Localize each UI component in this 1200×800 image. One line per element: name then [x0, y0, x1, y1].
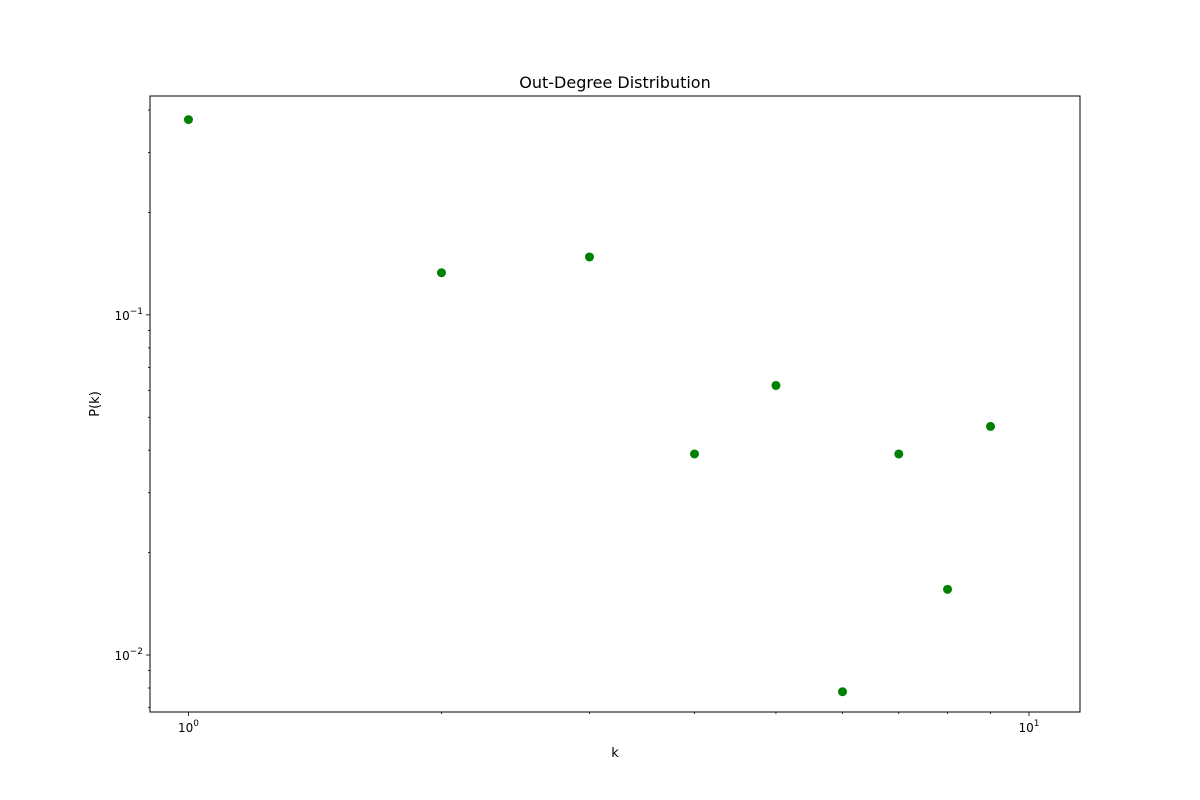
y-tick-label: 10−2 [114, 647, 143, 663]
y-tick-label: 10−1 [114, 307, 143, 323]
data-point [838, 687, 848, 697]
chart-title: Out-Degree Distribution [519, 73, 710, 92]
data-point [690, 449, 700, 459]
data-point [986, 421, 996, 431]
data-point [771, 380, 781, 390]
data-point [436, 268, 446, 278]
data-point [584, 252, 594, 262]
data-point [183, 115, 193, 125]
x-tick-label: 101 [1018, 719, 1039, 735]
x-tick-label: 100 [178, 719, 199, 735]
data-point [894, 449, 904, 459]
data-point [943, 584, 953, 594]
y-axis-label: P(k) [88, 391, 103, 417]
data-points [183, 115, 996, 697]
x-axis-label: k [611, 746, 619, 761]
plot-area-frame [149, 95, 1081, 713]
axis-ticks: 100 101 10−2 10−1 [114, 109, 1039, 735]
